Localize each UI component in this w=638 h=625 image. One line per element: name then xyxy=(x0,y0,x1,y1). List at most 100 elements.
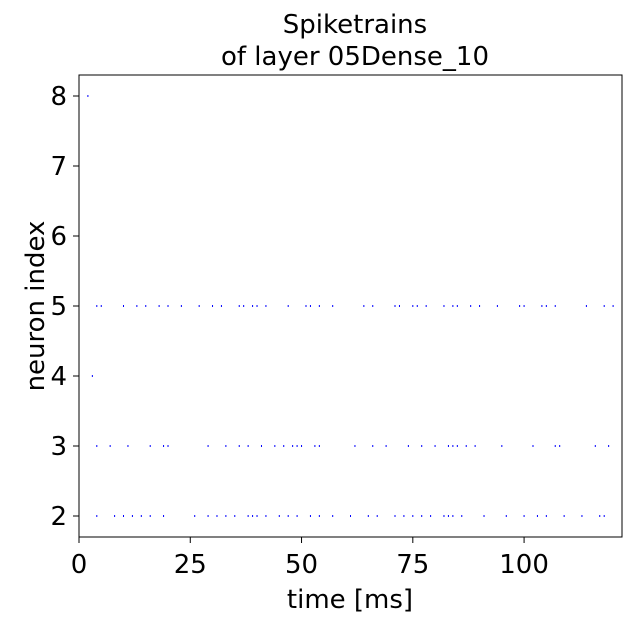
spike-mark xyxy=(238,305,240,307)
spike-mark xyxy=(87,95,89,97)
spike-mark xyxy=(247,445,249,447)
spike-mark xyxy=(505,515,507,517)
spike-mark xyxy=(603,515,605,517)
spike-mark xyxy=(247,515,249,517)
spike-mark xyxy=(385,445,387,447)
chart-title-line-2: of layer 05Dense_10 xyxy=(221,42,489,72)
y-tick-label-8: 8 xyxy=(50,82,67,112)
spike-mark xyxy=(163,445,165,447)
spike-mark xyxy=(332,515,334,517)
spike-mark xyxy=(109,445,111,447)
spike-mark xyxy=(394,515,396,517)
spike-mark xyxy=(403,515,405,517)
spike-mark xyxy=(354,445,356,447)
spike-mark xyxy=(265,305,267,307)
spike-mark xyxy=(470,305,472,307)
spike-mark xyxy=(140,515,142,517)
spike-mark xyxy=(149,445,151,447)
spike-mark xyxy=(216,515,218,517)
spike-mark xyxy=(599,515,601,517)
spike-mark xyxy=(301,445,303,447)
spike-mark xyxy=(412,305,414,307)
spike-mark xyxy=(234,515,236,517)
spike-mark xyxy=(225,445,227,447)
spike-mark xyxy=(296,515,298,517)
spike-mark xyxy=(554,305,556,307)
spike-mark xyxy=(447,445,449,447)
spike-mark xyxy=(114,515,116,517)
spike-mark xyxy=(425,305,427,307)
spike-mark xyxy=(608,445,610,447)
spike-mark xyxy=(91,375,93,377)
spike-mark xyxy=(372,305,374,307)
spike-mark xyxy=(318,305,320,307)
spike-mark xyxy=(287,305,289,307)
spike-mark xyxy=(238,445,240,447)
spike-mark xyxy=(461,515,463,517)
spike-train-neuron-4 xyxy=(91,375,93,377)
spike-mark xyxy=(421,445,423,447)
spike-mark xyxy=(131,515,133,517)
spike-train-neuron-2 xyxy=(96,515,605,517)
spike-mark xyxy=(212,305,214,307)
spike-train-neuron-5 xyxy=(96,305,614,307)
spike-mark xyxy=(421,515,423,517)
spike-mark xyxy=(318,515,320,517)
spike-mark xyxy=(474,445,476,447)
spike-marks xyxy=(87,95,614,517)
x-tick-label-75: 75 xyxy=(396,550,429,580)
spike-mark xyxy=(278,515,280,517)
spike-mark xyxy=(207,445,209,447)
spike-mark xyxy=(407,445,409,447)
y-tick-label-4: 4 xyxy=(50,362,67,392)
spike-mark xyxy=(283,445,285,447)
spike-mark xyxy=(145,305,147,307)
spike-mark xyxy=(545,305,547,307)
spike-mark xyxy=(585,305,587,307)
spike-mark xyxy=(519,305,521,307)
spike-mark xyxy=(260,445,262,447)
spike-mark xyxy=(372,445,374,447)
spike-mark xyxy=(394,305,396,307)
spike-mark xyxy=(198,305,200,307)
spike-mark xyxy=(309,305,311,307)
spike-mark xyxy=(479,305,481,307)
spike-mark xyxy=(456,445,458,447)
chart-title-line-1: Spiketrains xyxy=(283,10,427,40)
spike-mark xyxy=(123,515,125,517)
spike-mark xyxy=(180,305,182,307)
spike-mark xyxy=(207,515,209,517)
spike-mark xyxy=(563,515,565,517)
spike-mark xyxy=(163,515,165,517)
spike-mark xyxy=(136,305,138,307)
spike-mark xyxy=(314,445,316,447)
spike-mark xyxy=(398,305,400,307)
spike-mark xyxy=(305,305,307,307)
x-tick-label-100: 100 xyxy=(499,550,549,580)
spike-mark xyxy=(256,515,258,517)
x-tick-label-25: 25 xyxy=(174,550,207,580)
y-tick-label-5: 5 xyxy=(50,292,67,322)
spike-mark xyxy=(194,515,196,517)
spike-mark xyxy=(363,305,365,307)
spike-mark xyxy=(456,305,458,307)
spike-mark xyxy=(318,445,320,447)
spike-mark xyxy=(167,445,169,447)
spike-mark xyxy=(430,515,432,517)
spike-mark xyxy=(100,305,102,307)
spike-mark xyxy=(452,445,454,447)
spike-mark xyxy=(545,515,547,517)
x-tick-label-50: 50 xyxy=(285,550,318,580)
spike-mark xyxy=(332,305,334,307)
spike-mark xyxy=(434,445,436,447)
spike-train-neuron-3 xyxy=(96,445,610,447)
spike-mark xyxy=(220,305,222,307)
spike-mark xyxy=(256,305,258,307)
spike-mark xyxy=(523,515,525,517)
x-axis: 0 25 50 75 100 xyxy=(71,537,549,580)
spike-mark xyxy=(96,305,98,307)
spike-mark xyxy=(252,305,254,307)
spike-mark xyxy=(149,515,151,517)
spike-mark xyxy=(350,515,351,517)
